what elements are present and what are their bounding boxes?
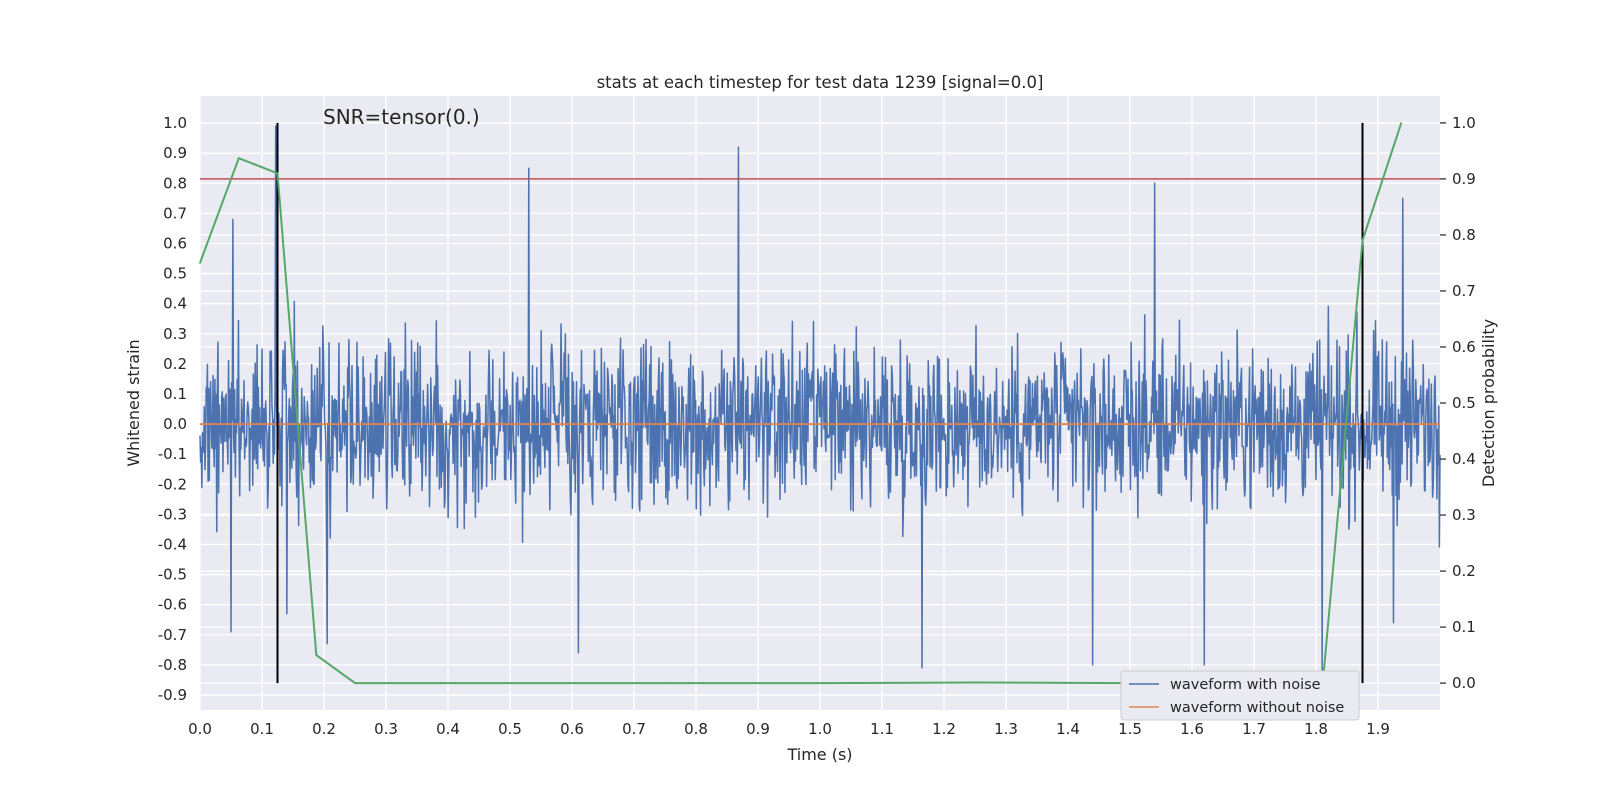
x-tick-label: 1.7 — [1242, 720, 1266, 738]
chart-title: stats at each timestep for test data 123… — [597, 73, 1044, 92]
x-tick-label: 0.2 — [312, 720, 336, 738]
detection-probability-point — [664, 682, 666, 684]
series-waveform-with-noise — [199, 125, 1441, 672]
y2-tick-label: 0.7 — [1452, 282, 1476, 300]
y-tick-label: -0.4 — [158, 535, 187, 553]
y-tick-label: 0.8 — [163, 174, 187, 192]
y2-tick-label: 0.0 — [1452, 674, 1476, 692]
y2-tick-label: 0.6 — [1452, 338, 1476, 356]
x-tick-label: 1.6 — [1180, 720, 1204, 738]
detection-probability-point — [276, 172, 279, 175]
y-tick-label: -0.1 — [158, 445, 187, 463]
x-tick-label: 1.0 — [808, 720, 832, 738]
y2-tick-label: 0.8 — [1452, 226, 1476, 244]
x-tick-label: 0.8 — [684, 720, 708, 738]
x-tick-label: 0.0 — [188, 720, 212, 738]
detection-probability-point — [1400, 122, 1403, 124]
tick-labels: 0.0 0.1 0.2 0.3 0.4 0.5 0.6 0.7 0.8 0.9 1.0 1.1 1.2 1… — [158, 114, 1476, 738]
y2-tick-label: 0.5 — [1452, 394, 1476, 412]
x-tick-label: 1.5 — [1118, 720, 1142, 738]
y2-tick-label: 0.4 — [1452, 450, 1476, 468]
legend: waveform with noise waveform without noi… — [1120, 670, 1360, 721]
y-tick-label: -0.8 — [158, 656, 187, 674]
x-tick-label: 0.6 — [560, 720, 584, 738]
y-tick-label: -0.9 — [158, 686, 187, 704]
detection-probability-point — [237, 157, 240, 159]
y-tick-label: 0.7 — [163, 204, 187, 222]
y2-axis-label: Detection probability — [1479, 319, 1498, 487]
x-tick-label: 1.9 — [1366, 720, 1390, 738]
y-axis-label: Whitened strain — [124, 339, 143, 466]
x-tick-label: 0.9 — [746, 720, 770, 738]
y-tick-label: -0.2 — [158, 475, 187, 493]
y2-tick-label: 0.2 — [1452, 562, 1476, 580]
legend-box — [1120, 670, 1360, 721]
y-tick-label: 0.3 — [163, 325, 187, 343]
legend-label-clean: waveform without noise — [1170, 700, 1344, 716]
detection-probability-point — [819, 682, 821, 684]
y2-tick-label: 1.0 — [1452, 114, 1476, 132]
x-tick-label: 0.1 — [250, 720, 274, 738]
x-tick-label: 1.4 — [1056, 720, 1080, 738]
y-tick-label: -0.3 — [158, 505, 187, 523]
x-tick-label: 0.3 — [374, 720, 398, 738]
x-tick-label: 1.1 — [870, 720, 894, 738]
detection-probability-point — [509, 682, 511, 684]
detection-probability-point — [974, 681, 976, 684]
y-tick-label: 0.4 — [163, 295, 187, 313]
x-tick-label: 1.2 — [932, 720, 956, 738]
y-tick-label: 1.0 — [163, 114, 187, 132]
x-tick-label: 1.8 — [1304, 720, 1328, 738]
legend-label-noise: waveform with noise — [1170, 677, 1321, 693]
y-tick-label: 0.5 — [163, 265, 187, 283]
x-tick-label: 0.5 — [498, 720, 522, 738]
y-tick-label: 0.1 — [163, 385, 187, 403]
y-tick-label: 0.2 — [163, 355, 187, 373]
x-tick-label: 1.3 — [994, 720, 1018, 738]
x-tick-label: 0.7 — [622, 720, 646, 738]
detection-probability-point — [315, 654, 318, 656]
y-tick-label: 0.9 — [163, 144, 187, 162]
noise-series-layer — [199, 125, 1441, 672]
y2-tick-label: 0.9 — [1452, 170, 1476, 188]
y2-tick-label: 0.1 — [1452, 618, 1476, 636]
snr-annotation: SNR=tensor(0.) — [323, 105, 480, 129]
detection-probability-point — [354, 682, 356, 684]
y-tick-label: 0.0 — [163, 415, 187, 433]
y-tick-label: -0.5 — [158, 566, 187, 584]
detection-probability-point — [1361, 239, 1364, 242]
y-tick-label: 0.6 — [163, 234, 187, 252]
y-tick-label: -0.6 — [158, 596, 187, 614]
x-axis-label: Time (s) — [786, 745, 852, 764]
x-tick-label: 0.4 — [436, 720, 460, 738]
detection-probability-point — [199, 262, 201, 264]
y2-tick-label: 0.3 — [1452, 506, 1476, 524]
y-tick-label: -0.7 — [158, 626, 187, 644]
